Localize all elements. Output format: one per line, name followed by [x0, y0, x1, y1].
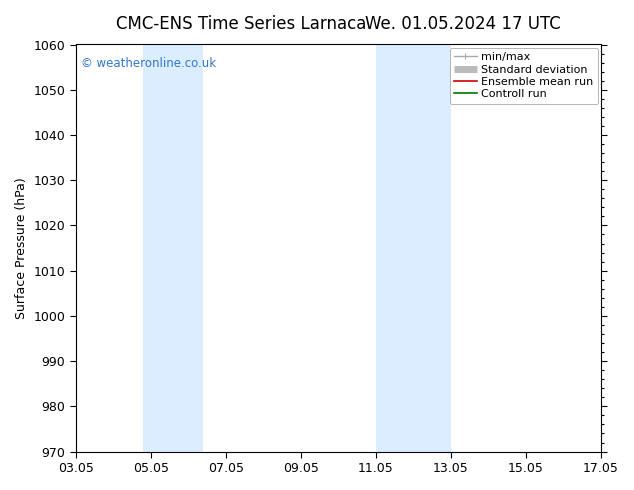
Text: CMC-ENS Time Series Larnaca: CMC-ENS Time Series Larnaca	[116, 15, 366, 33]
Bar	[376, 45, 451, 452]
Text: We. 01.05.2024 17 UTC: We. 01.05.2024 17 UTC	[365, 15, 560, 33]
Legend: min/max, Standard deviation, Ensemble mean run, Controll run: min/max, Standard deviation, Ensemble me…	[450, 48, 598, 104]
Y-axis label: Surface Pressure (hPa): Surface Pressure (hPa)	[15, 177, 28, 319]
Text: © weatheronline.co.uk: © weatheronline.co.uk	[81, 57, 216, 70]
Bar	[143, 45, 204, 452]
